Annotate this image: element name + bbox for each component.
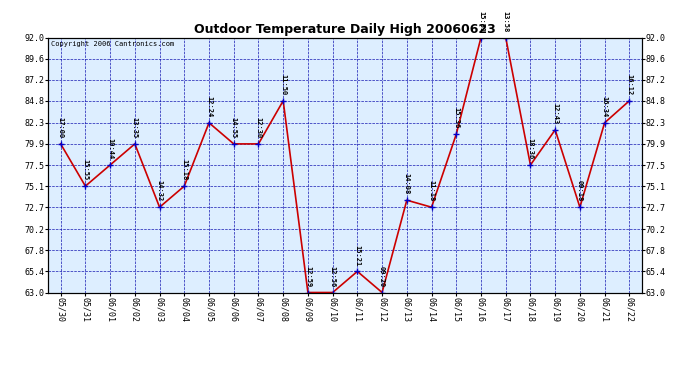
Text: 09:18: 09:18 bbox=[577, 180, 583, 202]
Text: 12:24: 12:24 bbox=[206, 96, 212, 117]
Text: 16:34: 16:34 bbox=[602, 96, 608, 117]
Text: 14:32: 14:32 bbox=[157, 180, 163, 202]
Text: 15:55: 15:55 bbox=[82, 159, 88, 180]
Text: 13:58: 13:58 bbox=[503, 11, 509, 32]
Title: Outdoor Temperature Daily High 20060623: Outdoor Temperature Daily High 20060623 bbox=[194, 23, 496, 36]
Text: Copyright 2006 Cantronics.com: Copyright 2006 Cantronics.com bbox=[51, 41, 175, 47]
Text: 12:59: 12:59 bbox=[305, 266, 311, 287]
Text: 14:55: 14:55 bbox=[230, 117, 237, 138]
Text: 11:50: 11:50 bbox=[280, 74, 286, 95]
Text: 12:56: 12:56 bbox=[330, 266, 335, 287]
Text: 15:18: 15:18 bbox=[181, 159, 187, 180]
Text: 15:36: 15:36 bbox=[453, 107, 460, 129]
Text: 09:20: 09:20 bbox=[379, 266, 385, 287]
Text: 18:36: 18:36 bbox=[527, 138, 533, 159]
Text: 10:44: 10:44 bbox=[107, 138, 113, 159]
Text: 15:21: 15:21 bbox=[355, 244, 360, 266]
Text: 12:30: 12:30 bbox=[255, 117, 262, 138]
Text: 17:00: 17:00 bbox=[58, 117, 63, 138]
Text: 11:18: 11:18 bbox=[428, 180, 435, 202]
Text: 15:31: 15:31 bbox=[478, 11, 484, 32]
Text: 14:08: 14:08 bbox=[404, 173, 410, 195]
Text: 13:35: 13:35 bbox=[132, 117, 138, 138]
Text: 12:43: 12:43 bbox=[552, 103, 558, 124]
Text: 16:12: 16:12 bbox=[627, 74, 632, 95]
